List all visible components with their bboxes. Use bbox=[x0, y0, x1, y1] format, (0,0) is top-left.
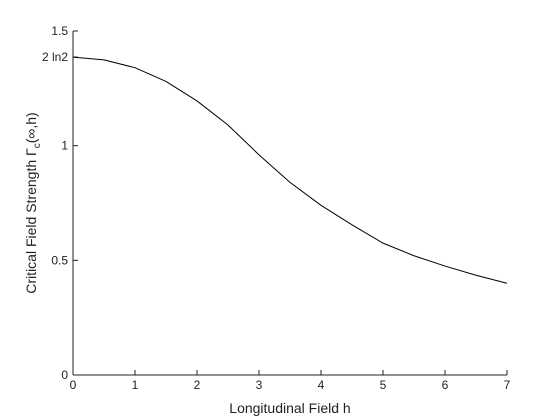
x-tick-label: 1 bbox=[132, 378, 139, 392]
x-tick-label: 6 bbox=[442, 378, 449, 392]
x-tick-label: 3 bbox=[256, 378, 263, 392]
y-tick-label: 0 bbox=[61, 368, 68, 382]
curve bbox=[72, 56, 508, 284]
y-tick-label: 0.5 bbox=[51, 253, 68, 267]
y-axis-label: Critical Field Strength Γc(∞,h) bbox=[23, 112, 43, 293]
y-tick-label: 1 bbox=[61, 139, 68, 153]
x-tick-label: 0 bbox=[70, 378, 77, 392]
y-axis-label-args: (∞,h) bbox=[23, 112, 39, 143]
x-tick-label: 2 bbox=[194, 378, 201, 392]
y-tick-label: 1.5 bbox=[51, 24, 68, 38]
y-axis-label-main: Critical Field Strength Γ bbox=[23, 148, 39, 294]
x-tick-label: 5 bbox=[380, 378, 387, 392]
x-tick-label: 7 bbox=[504, 378, 511, 392]
y-tick-label: 2 ln2 bbox=[42, 50, 68, 64]
x-tick-label: 4 bbox=[318, 378, 325, 392]
y-axis-label-subscript: c bbox=[32, 143, 43, 148]
x-axis-label: Longitudinal Field h bbox=[229, 400, 350, 416]
